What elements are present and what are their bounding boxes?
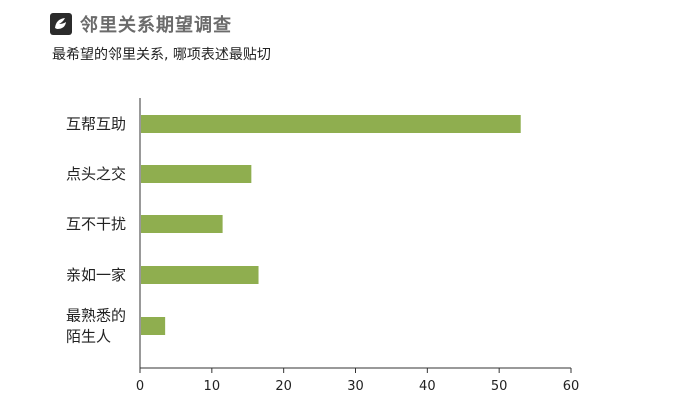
bar bbox=[141, 317, 166, 335]
chart-title: 邻里关系期望调查 bbox=[80, 15, 232, 36]
x-tick-label: 30 bbox=[347, 379, 364, 394]
category-label: 互帮互助 bbox=[66, 115, 126, 133]
category-label: 亲如一家 bbox=[66, 266, 126, 284]
bar bbox=[141, 115, 521, 133]
x-tick-label: 40 bbox=[419, 379, 436, 394]
x-tick-label: 20 bbox=[275, 379, 292, 394]
chart-subtitle: 最希望的邻里关系, 哪项表述最贴切 bbox=[52, 47, 271, 63]
bar bbox=[141, 165, 252, 183]
bar bbox=[141, 215, 223, 233]
x-tick-label: 10 bbox=[204, 379, 221, 394]
category-label: 点头之交 bbox=[66, 165, 126, 183]
x-tick-label: 0 bbox=[136, 379, 144, 394]
category-label: 互不干扰 bbox=[66, 215, 126, 233]
chart-header: 邻里关系期望调查 bbox=[50, 8, 232, 40]
publisher-logo-icon bbox=[50, 13, 72, 35]
category-label: 最熟悉的 bbox=[66, 307, 126, 325]
x-tick-label: 60 bbox=[563, 379, 580, 394]
x-tick-label: 50 bbox=[491, 379, 508, 394]
category-label: 陌生人 bbox=[66, 328, 111, 346]
bar bbox=[141, 266, 259, 284]
